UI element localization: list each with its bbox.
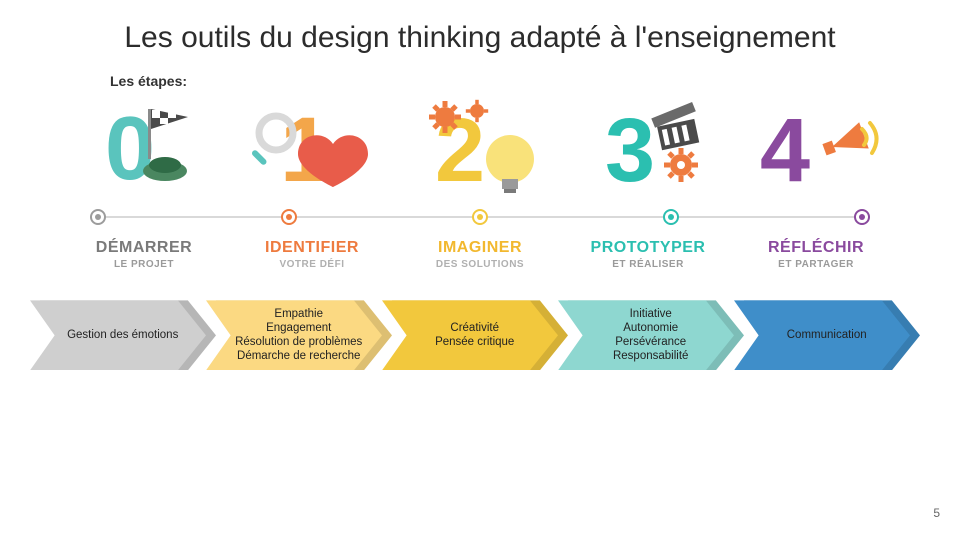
phase-0: DÉMARRER LE PROJET: [60, 239, 228, 270]
timeline-dot-0: [90, 209, 106, 225]
phase-3-sub: ET RÉALISER: [564, 259, 732, 270]
timeline-dot-3: [663, 209, 679, 225]
chevron-4: Communication: [744, 300, 920, 370]
page-title: Les outils du design thinking adapté à l…: [0, 0, 960, 65]
phase-2-main: IMAGINER: [396, 239, 564, 257]
chevron-1-text: EmpathieEngagementRésolution de problème…: [230, 300, 367, 370]
phase-4: RÉFLÉCHIR ET PARTAGER: [732, 239, 900, 270]
phase-labels: DÉMARRER LE PROJET IDENTIFIER VOTRE DÉFI…: [0, 239, 960, 270]
timeline-dots: [90, 205, 870, 229]
chevron-0-text: Gestion des émotions: [54, 300, 191, 370]
stage-1-icon: 1: [238, 99, 388, 199]
phase-1-sub: VOTRE DÉFI: [228, 259, 396, 270]
page-number: 5: [933, 506, 940, 520]
chevron-2-text: CréativitéPensée critique: [406, 300, 543, 370]
chevron-2: CréativitéPensée critique: [392, 300, 568, 370]
stage-0-icon: 0: [70, 99, 220, 199]
steps-label: Les étapes:: [110, 73, 960, 89]
svg-text:4: 4: [760, 101, 810, 199]
phase-3: PROTOTYPER ET RÉALISER: [564, 239, 732, 270]
stage-2-icon: 2: [405, 99, 555, 199]
stage-icons-row: 0 1 2: [0, 99, 960, 199]
svg-text:0: 0: [105, 99, 155, 199]
chevron-0: Gestion des émotions: [40, 300, 216, 370]
phase-1-main: IDENTIFIER: [228, 239, 396, 257]
stage-4-icon: 4: [740, 99, 890, 199]
timeline-dot-4: [854, 209, 870, 225]
timeline-dot-2: [472, 209, 488, 225]
phase-1: IDENTIFIER VOTRE DÉFI: [228, 239, 396, 270]
phase-2-sub: DES SOLUTIONS: [396, 259, 564, 270]
chevron-4-text: Communication: [758, 300, 895, 370]
timeline: [90, 205, 870, 229]
svg-text:3: 3: [605, 101, 655, 199]
chevron-3: InitiativeAutonomiePersévéranceResponsab…: [568, 300, 744, 370]
phase-4-main: RÉFLÉCHIR: [732, 239, 900, 257]
chevron-3-text: InitiativeAutonomiePersévéranceResponsab…: [582, 300, 719, 370]
timeline-dot-1: [281, 209, 297, 225]
chevron-row: Gestion des émotions EmpathieEngagementR…: [0, 300, 960, 370]
chevron-1: EmpathieEngagementRésolution de problème…: [216, 300, 392, 370]
phase-0-sub: LE PROJET: [60, 259, 228, 270]
phase-2: IMAGINER DES SOLUTIONS: [396, 239, 564, 270]
phase-0-main: DÉMARRER: [60, 239, 228, 257]
phase-4-sub: ET PARTAGER: [732, 259, 900, 270]
phase-3-main: PROTOTYPER: [564, 239, 732, 257]
stage-3-icon: 3: [573, 99, 723, 199]
